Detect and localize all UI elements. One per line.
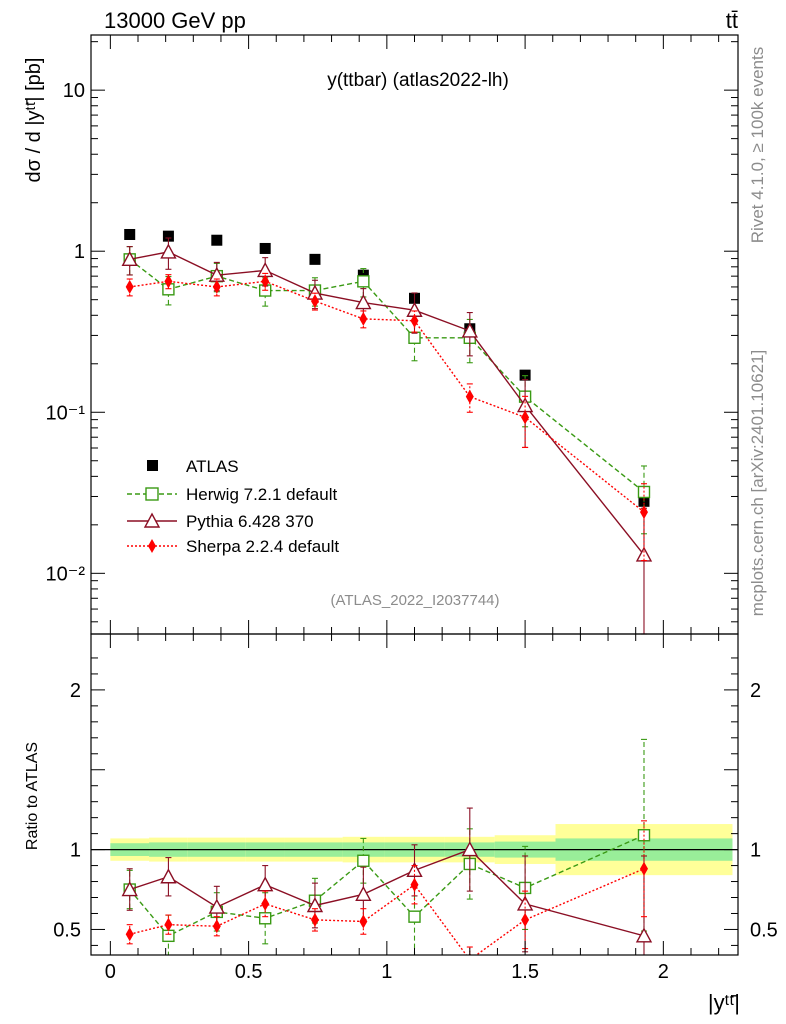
data-point-sherpa bbox=[212, 279, 221, 294]
main-plot-title: y(ttbar) (atlas2022-lh) bbox=[327, 70, 509, 91]
ratio-point-sherpa bbox=[639, 861, 648, 876]
legend-marker-atlas bbox=[147, 460, 158, 471]
data-point-atlas bbox=[309, 253, 321, 265]
ratio-point-herwig bbox=[408, 910, 421, 923]
data-point-sherpa bbox=[410, 313, 419, 328]
legend-marker-pythia bbox=[143, 512, 161, 528]
main-y-axis-label: dσ / d |yᵗᵗ̄| [pb] bbox=[23, 58, 45, 183]
x-tick-label: 0.5 bbox=[235, 961, 263, 983]
data-point-atlas bbox=[124, 228, 136, 240]
data-point-sherpa bbox=[310, 294, 319, 309]
ratio-line-pythia bbox=[129, 848, 645, 937]
legend-label-atlas: ATLAS bbox=[186, 457, 239, 476]
y-tick-label-ratio-left: 0.5 bbox=[53, 919, 81, 941]
ratio-point-sherpa bbox=[359, 914, 368, 929]
y-tick-label-ratio-left: 2 bbox=[70, 680, 81, 702]
x-tick-label: 2 bbox=[658, 961, 669, 983]
y-tick-label-main: 10⁻² bbox=[46, 563, 86, 585]
mcplots-label: mcplots.cern.ch [arXiv:2401.10621] bbox=[748, 350, 767, 616]
data-point-herwig bbox=[408, 331, 421, 344]
data-point-pythia bbox=[121, 250, 138, 267]
data-point-pythia bbox=[355, 294, 372, 310]
ratio-point-sherpa bbox=[261, 896, 270, 911]
ratio-point-herwig bbox=[258, 912, 272, 925]
x-tick-label: 1 bbox=[381, 961, 392, 983]
ratio-point-pythia bbox=[635, 927, 653, 943]
x-axis-label: |yᵗᵗ̄| bbox=[708, 990, 740, 1015]
ratio-point-sherpa bbox=[410, 877, 419, 892]
legend-marker-herwig bbox=[145, 487, 159, 501]
data-point-sherpa bbox=[465, 389, 474, 404]
y-tick-label-ratio-left: 1 bbox=[70, 840, 81, 862]
data-point-atlas bbox=[211, 234, 223, 246]
ratio-point-pythia bbox=[160, 868, 177, 884]
series-line-sherpa bbox=[129, 280, 645, 513]
ratio-point-pythia bbox=[208, 898, 225, 914]
legend-entry-sherpa: Sherpa 2.2.4 default bbox=[127, 537, 339, 556]
ratio-y-axis-label: Ratio to ATLAS bbox=[24, 742, 41, 850]
data-point-sherpa bbox=[261, 274, 270, 289]
series-line-pythia bbox=[129, 251, 645, 556]
data-point-sherpa bbox=[639, 505, 648, 520]
analysis-id-label: (ATLAS_2022_I2037744) bbox=[330, 592, 499, 609]
ratio-point-pythia bbox=[257, 876, 274, 892]
rivet-label: Rivet 4.1.0, ≥ 100k events bbox=[748, 47, 767, 243]
data-point-sherpa bbox=[359, 311, 368, 326]
data-point-sherpa bbox=[521, 410, 530, 425]
legend-label-pythia: Pythia 6.428 370 bbox=[186, 512, 314, 531]
legend: ATLAS Herwig 7.2.1 default Pythia 6.428 … bbox=[127, 457, 339, 556]
y-tick-label-ratio-right: 2 bbox=[750, 680, 761, 702]
data-point-herwig bbox=[357, 275, 370, 288]
ratio-point-sherpa bbox=[310, 912, 319, 927]
ratio-point-sherpa bbox=[164, 917, 173, 932]
x-tick-label: 1.5 bbox=[511, 961, 539, 983]
ratio-point-pythia bbox=[355, 885, 372, 902]
x-tick-label: 0 bbox=[105, 961, 116, 983]
legend-entry-pythia: Pythia 6.428 370 bbox=[127, 512, 314, 531]
process-title: tt̄ bbox=[726, 8, 738, 33]
y-tick-label-ratio-right: 1 bbox=[750, 840, 761, 862]
ratio-point-pythia bbox=[461, 841, 478, 857]
ratio-point-herwig bbox=[357, 854, 370, 867]
ratio-point-pythia bbox=[306, 897, 324, 913]
ratio-point-sherpa bbox=[212, 919, 221, 934]
legend-label-herwig: Herwig 7.2.1 default bbox=[186, 485, 337, 504]
y-tick-label-main: 1 bbox=[74, 241, 85, 263]
ratio-point-pythia bbox=[121, 881, 138, 897]
ratio-point-pythia bbox=[406, 861, 423, 878]
ratio-panel: 0 0.5 1 1.5 2 0.5 0.5 1 1 2 2 bbox=[53, 633, 778, 983]
ratio-point-sherpa bbox=[125, 927, 134, 942]
data-point-sherpa bbox=[164, 274, 173, 289]
ratio-point-herwig bbox=[162, 929, 175, 943]
y-tick-label-ratio-right: 0.5 bbox=[750, 919, 778, 941]
data-point-atlas bbox=[162, 230, 174, 242]
data-point-atlas bbox=[259, 242, 271, 254]
data-point-sherpa bbox=[125, 279, 134, 294]
data-point-pythia bbox=[461, 322, 478, 338]
data-point-pythia bbox=[160, 243, 177, 259]
y-tick-label-main: 10 bbox=[63, 80, 85, 102]
legend-entry-atlas: ATLAS bbox=[147, 457, 239, 476]
legend-marker-sherpa bbox=[148, 539, 156, 553]
y-tick-label-main: 10⁻¹ bbox=[46, 402, 86, 424]
ratio-line-sherpa bbox=[129, 868, 645, 955]
legend-entry-herwig: Herwig 7.2.1 default bbox=[127, 485, 337, 504]
ratio-point-sherpa bbox=[521, 912, 530, 927]
legend-label-sherpa: Sherpa 2.2.4 default bbox=[186, 537, 339, 556]
collision-title: 13000 GeV pp bbox=[104, 8, 246, 33]
